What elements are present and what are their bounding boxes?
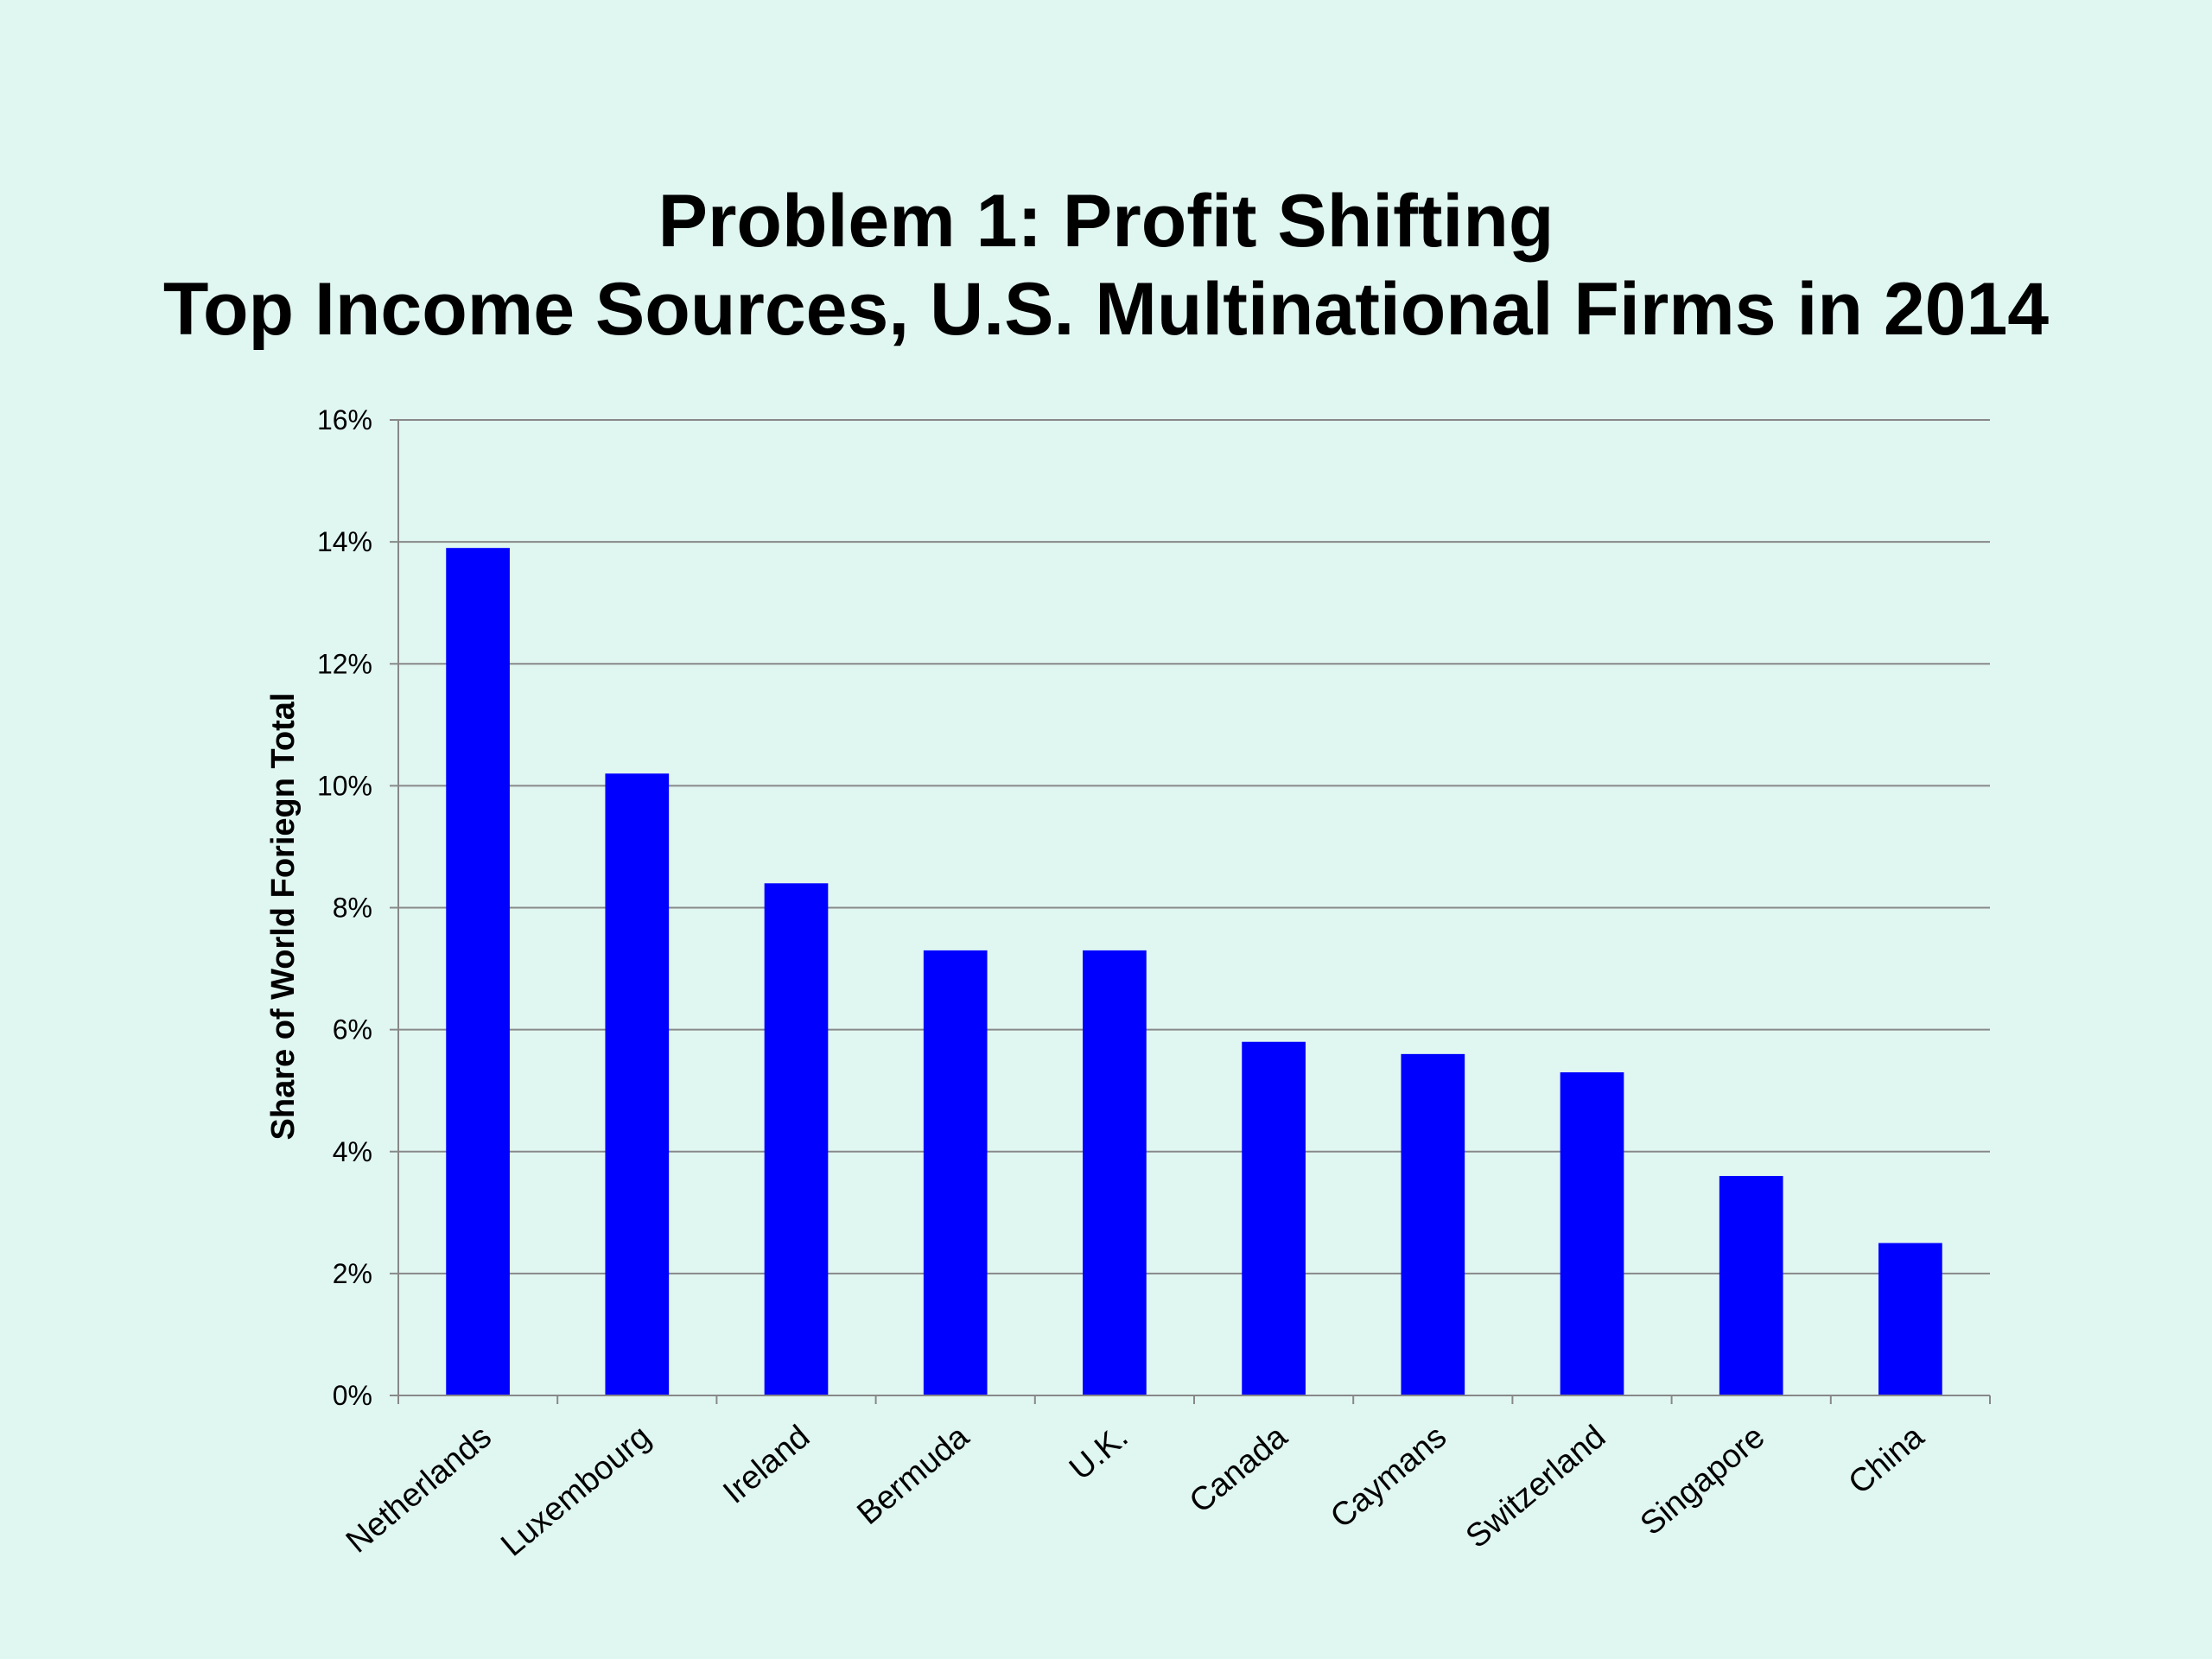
bar-singapore <box>1719 1175 1783 1395</box>
bar-luxembourg <box>605 773 670 1395</box>
y-tick-label: 0% <box>333 1380 372 1411</box>
category-label: Switzerland <box>1459 1419 1612 1555</box>
category-label: Caymans <box>1324 1419 1453 1535</box>
category-label: Canada <box>1183 1418 1295 1520</box>
category-label: Netherlands <box>340 1419 499 1560</box>
bar-ireland <box>764 883 829 1395</box>
category-label: Singapore <box>1634 1419 1772 1543</box>
y-tick-label: 16% <box>317 404 372 435</box>
y-tick-labels: 0% 2% 4% 6% 8% 10% 12% 14% 16% <box>317 404 398 1411</box>
bars <box>446 548 1942 1395</box>
bar-switzerland <box>1560 1072 1624 1395</box>
x-tick-marks <box>397 1395 1991 1404</box>
y-axis-title: Share of World Foriegn Total <box>265 693 302 1141</box>
y-tick-label: 2% <box>333 1258 372 1289</box>
y-tick-label: 8% <box>333 893 372 924</box>
y-tick-label: 6% <box>333 1014 372 1046</box>
y-tick-label: 14% <box>317 526 372 557</box>
y-tick-label: 10% <box>317 770 372 801</box>
bar-u-k <box>1083 950 1147 1395</box>
category-label: Bermuda <box>850 1418 976 1532</box>
chart-subtitle: Top Income Sources, U.S. Multinational F… <box>162 268 2050 351</box>
chart-title: Problem 1: Profit Shifting <box>658 180 1554 263</box>
category-label: China <box>1842 1418 1932 1502</box>
category-label: Ireland <box>716 1419 817 1511</box>
bar-canada <box>1242 1041 1306 1395</box>
bar-caymans <box>1401 1053 1465 1395</box>
y-tick-label: 12% <box>317 648 372 679</box>
bar-china <box>1878 1243 1942 1395</box>
y-tick-label: 4% <box>333 1136 372 1167</box>
category-label: Luxembourg <box>494 1419 658 1564</box>
category-label: U.K. <box>1063 1419 1135 1488</box>
chart-title-block: Problem 1: Profit Shifting Top Income So… <box>0 177 2212 353</box>
bar-bermuda <box>923 950 988 1395</box>
bar-netherlands <box>446 548 510 1395</box>
